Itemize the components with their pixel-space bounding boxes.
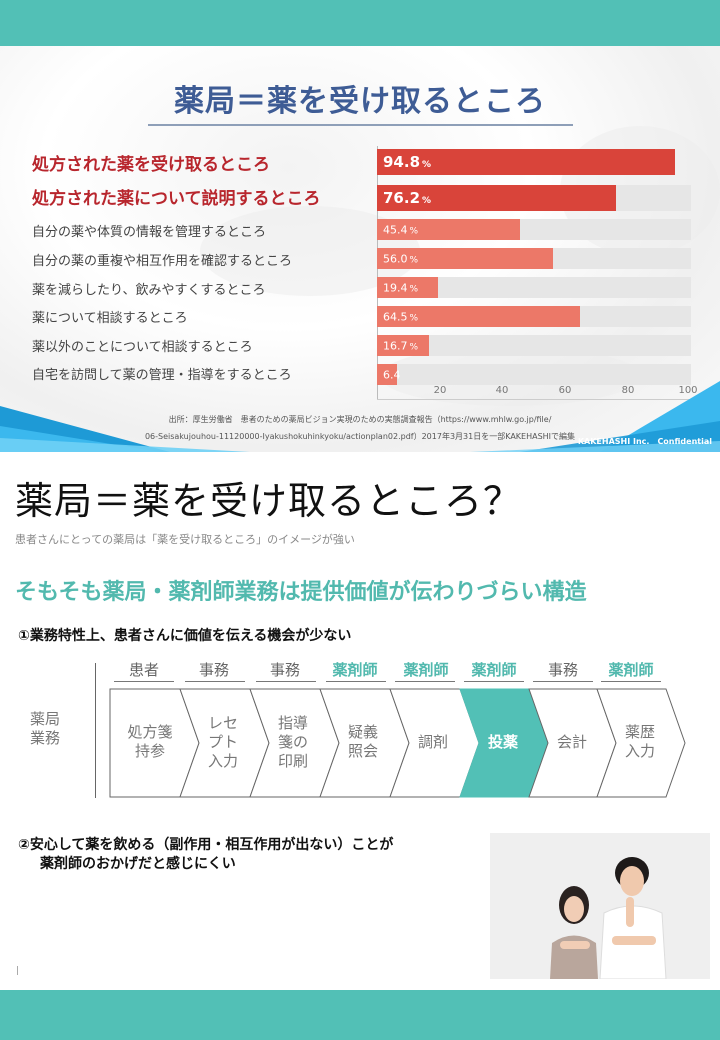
- bar: 94.8%: [377, 149, 675, 175]
- role-underline: [464, 681, 524, 682]
- flow-step: 指導 箋の 印刷: [277, 713, 308, 770]
- bar-track: 45.4%: [377, 219, 691, 240]
- chart-title: 薬局＝薬を受け取るところ: [174, 84, 546, 119]
- horizontal-bar-chart: 処方された薬を受け取るところ 94.8% 処方された薬について説明するところ 7…: [0, 46, 720, 452]
- people-illustration-icon: [490, 833, 710, 979]
- bar-track: 76.2%: [377, 185, 691, 211]
- process-flow-chevrons: [109, 688, 686, 798]
- bar-track: 56.0%: [377, 248, 691, 269]
- bar-value: 16.7%: [383, 339, 419, 352]
- x-tick-label: 40: [495, 385, 509, 396]
- x-tick-label: 60: [558, 385, 572, 396]
- y-axis-line: [377, 146, 378, 399]
- role-underline: [533, 681, 593, 682]
- role-label-pharmacist: 薬剤師: [332, 661, 378, 679]
- bar-value: 45.4%: [383, 223, 419, 236]
- role-underline: [256, 681, 316, 682]
- flow-step: レセ プト 入力: [207, 713, 238, 770]
- bar-value: 19.4%: [383, 281, 419, 294]
- category-label: 処方された薬を受け取るところ: [32, 155, 270, 175]
- bar: 6.4: [377, 364, 401, 385]
- role-label-pharmacist: 薬剤師: [608, 661, 654, 679]
- bar-value: 64.5%: [383, 310, 419, 323]
- bar-value: 6.4: [383, 368, 401, 381]
- bar: 45.4%: [377, 219, 520, 240]
- source-citation-line2: 06-Seisakujouhou-11120000-Iyakushokuhink…: [144, 432, 576, 441]
- category-label: 薬について相談するところ: [32, 311, 188, 326]
- bar-track: 94.8%: [377, 149, 691, 175]
- chart-slide: 薬局＝薬を受け取るところ 処方された薬を受け取るところ 94.8% 処方された薬…: [0, 46, 720, 452]
- bar-track: 6.4: [377, 364, 691, 385]
- x-tick-label: 80: [621, 385, 635, 396]
- flow-step: 薬歴 入力: [624, 723, 655, 760]
- category-label: 自宅を訪問して薬の管理・指導をするところ: [32, 368, 292, 383]
- x-tick-label: 100: [678, 385, 698, 396]
- flow-step: 調剤: [417, 732, 448, 751]
- flow-step-active: 投薬: [487, 732, 518, 751]
- category-label: 薬を減らしたり、飲みやすくするところ: [32, 283, 266, 298]
- bar: 64.5%: [377, 306, 580, 327]
- bar: 76.2%: [377, 185, 617, 211]
- title-underline: [148, 124, 573, 126]
- role-underline: [326, 681, 386, 682]
- role-label: 患者: [128, 661, 159, 679]
- bar-value: 94.8%: [383, 153, 432, 171]
- role-label: 事務: [269, 661, 300, 679]
- bar: 19.4%: [377, 277, 438, 298]
- role-label: 事務: [198, 661, 229, 679]
- role-label: 事務: [547, 661, 578, 679]
- top-teal-band: [0, 0, 720, 46]
- category-label: 処方された薬について説明するところ: [32, 189, 321, 209]
- decorative-corner-shapes: [0, 381, 720, 452]
- flow-step: 疑義 照会: [347, 723, 378, 760]
- bar-value: 56.0%: [383, 252, 419, 265]
- point-1-text: ①業務特性上、患者さんに価値を伝える機会が少ない: [18, 628, 352, 644]
- flow-step: 会計: [556, 732, 587, 751]
- category-label: 自分の薬や体質の情報を管理するところ: [32, 225, 267, 240]
- page-title: 薬局＝薬を受け取るところ？: [15, 479, 523, 523]
- category-label: 自分の薬の重複や相互作用を確認するところ: [32, 254, 293, 269]
- flow-row-label: 薬局 業務: [29, 710, 60, 747]
- flow-step: 処方箋 持参: [127, 723, 173, 760]
- role-label-pharmacist: 薬剤師: [471, 661, 517, 679]
- bar-track: 19.4%: [377, 277, 691, 298]
- bar: 56.0%: [377, 248, 553, 269]
- bar-value: 76.2%: [383, 189, 432, 207]
- flow-divider-line: [95, 663, 96, 798]
- source-citation-line1: 出所：厚生労働省 患者のための薬局ビジョン実現のための実態調査報告（https:…: [168, 415, 552, 424]
- section-heading: そもそも薬局・薬剤師業務は提供価値が伝わりづらい構造: [15, 580, 587, 605]
- bar-track: 16.7%: [377, 335, 691, 356]
- page-marker: [17, 966, 18, 975]
- role-underline: [601, 681, 661, 682]
- x-tick-label: 20: [433, 385, 447, 396]
- point-2-text: ②安心して薬を飲める（副作用・相互作用が出ない）ことが 薬剤師のおかげだと感じに…: [18, 837, 394, 872]
- role-label-pharmacist: 薬剤師: [403, 661, 449, 679]
- bar: 16.7%: [377, 335, 430, 356]
- category-label: 薬以外のことについて相談するところ: [32, 340, 253, 355]
- thinking-couple-photo: [490, 833, 710, 979]
- role-underline: [185, 681, 245, 682]
- bar-track: 64.5%: [377, 306, 691, 327]
- confidential-label: KAKEHASHI Inc. Confidential: [577, 437, 712, 446]
- x-axis-line: [377, 399, 691, 400]
- page-subtitle: 患者さんにとっての薬局は「薬を受け取るところ」のイメージが強い: [15, 533, 355, 546]
- bottom-teal-band: [0, 990, 720, 1040]
- role-underline: [114, 681, 174, 682]
- role-underline: [395, 681, 455, 682]
